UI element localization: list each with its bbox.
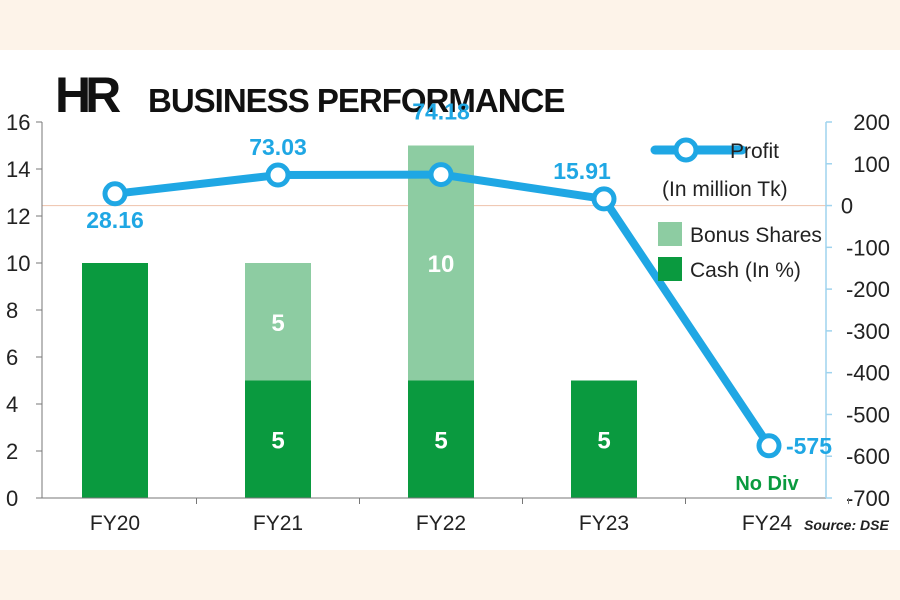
bar-cash-fy20 (82, 263, 148, 498)
left-tick-label: 10 (6, 251, 30, 276)
profit-label-fy24: -575 (786, 433, 832, 459)
x-tick-label-fy20: FY20 (90, 512, 140, 535)
bar-cash-fy21 (245, 380, 311, 498)
profit-line-layer (102, 162, 782, 459)
profit-point-fy22 (428, 162, 454, 188)
right-tick-label: -200 (846, 277, 890, 302)
right-tick-label: -300 (846, 319, 890, 344)
axes-layer: 0 2 4 6 8 10 12 14 16 -700 -600 -500 -400 -300 -200 -10… (6, 110, 890, 535)
profit-label-fy23: 15.91 (553, 158, 611, 184)
left-tick-label: 2 (6, 439, 18, 464)
profit-point-fy23 (591, 186, 617, 212)
profit-point-fy21 (265, 162, 291, 188)
left-tick-label: 8 (6, 298, 18, 323)
bar-cash-fy22 (408, 380, 474, 498)
profit-label-fy22: 74.18 (412, 99, 470, 125)
right-tick-label: -100 (846, 235, 890, 260)
bar-bonus-fy21 (245, 263, 311, 381)
legend-profit-marker-icon (673, 137, 699, 163)
right-tick-label: 200 (853, 110, 890, 135)
x-tick-label-fy23: FY23 (579, 512, 629, 535)
right-tick-label: 0 (841, 194, 853, 219)
source-note: Source: DSE (804, 517, 889, 533)
legend-cash-swatch (658, 257, 682, 281)
x-tick-label-fy24: FY24 (742, 512, 793, 535)
bar-label-cash-fy23: 5 (597, 427, 610, 454)
right-tick-label: -500 (846, 402, 890, 427)
legend-bonus-swatch (658, 222, 682, 246)
bar-label-cash-fy21: 5 (271, 427, 284, 454)
labels-layer: 5 5 5 10 5 28.16 73.03 74.18 15.91 -575 No Div (86, 99, 832, 495)
profit-point-fy20 (102, 181, 128, 207)
bar-label-cash-fy22: 5 (434, 427, 447, 454)
profit-label-fy21: 73.03 (249, 134, 307, 160)
bar-label-bonus-fy22: 10 (428, 251, 455, 278)
bar-label-bonus-fy21: 5 (271, 310, 284, 337)
left-tick-label: 16 (6, 110, 30, 135)
left-tick-label: 6 (6, 345, 18, 370)
legend-profit-unit: (In million Tk) (662, 178, 788, 201)
legend-profit-label: Profit (730, 140, 779, 163)
legend-cash-label: Cash (In %) (690, 259, 801, 282)
x-tick-label-fy21: FY21 (253, 512, 303, 535)
chart-title: BUSINESS PERFORMANCE (148, 82, 564, 119)
left-tick-label: 12 (6, 204, 30, 229)
right-tick-label: -400 (846, 361, 890, 386)
profit-point-fy24 (756, 433, 782, 459)
left-tick-label: 4 (6, 392, 18, 417)
right-tick-label: 100 (853, 152, 890, 177)
hr-logo: HR (55, 67, 121, 123)
legend-bonus-label: Bonus Shares (690, 224, 822, 247)
bar-cash-fy23 (571, 380, 637, 498)
left-tick-label: 0 (6, 486, 18, 511)
legend: Profit (In million Tk) Bonus Shares Cash… (650, 137, 822, 282)
right-tick-label: -700 (846, 486, 890, 511)
left-tick-label: 14 (6, 157, 30, 182)
annotation-no-div: No Div (735, 473, 799, 495)
profit-label-fy20: 28.16 (86, 207, 144, 233)
x-tick-label-fy22: FY22 (416, 512, 466, 535)
right-tick-label: -600 (846, 444, 890, 469)
bars-layer (82, 145, 637, 498)
